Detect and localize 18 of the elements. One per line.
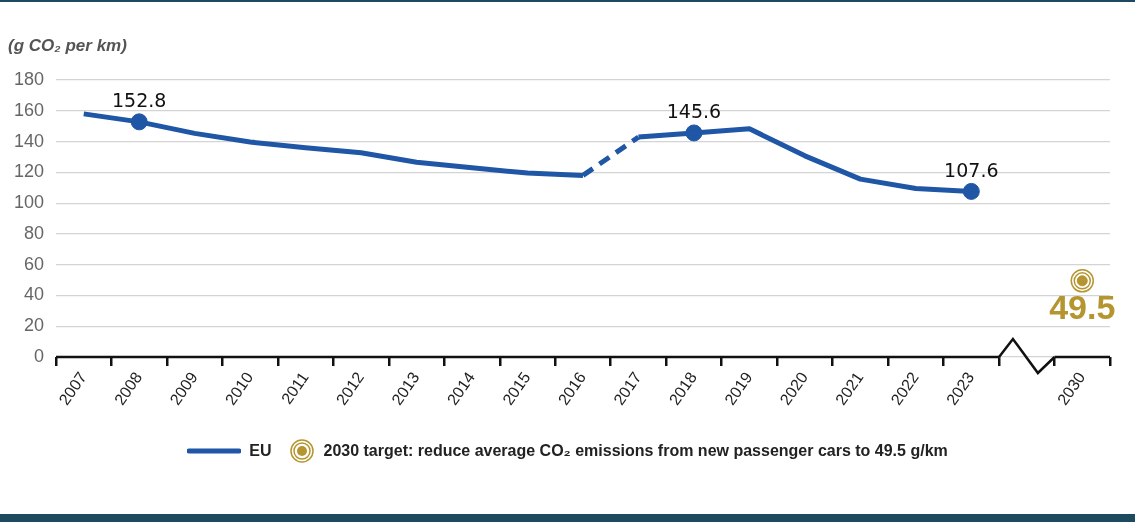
point — [1070, 269, 1095, 293]
y-tick-label: 120 — [13, 161, 44, 182]
y-tick-label: 40 — [23, 284, 44, 305]
data-label: 145.6 — [666, 100, 722, 123]
y-tick-label: 100 — [13, 192, 44, 213]
data-label: 152.8 — [112, 89, 167, 112]
y-tick-label: 0 — [33, 345, 44, 366]
y-axis-title: (g CO₂ per km) — [8, 36, 127, 56]
y-tick-label: 140 — [13, 130, 44, 151]
y-tick-label: 80 — [23, 222, 44, 243]
y-tick-label: 160 — [13, 99, 44, 120]
data-label: 107.6 — [944, 158, 999, 181]
data-label: 49.5 — [1049, 288, 1116, 327]
y-tick-label: 20 — [23, 315, 44, 336]
y-tick-label: 180 — [13, 68, 44, 89]
y-tick-label: 60 — [23, 253, 44, 274]
legend-label: 2030 target: reduce average CO₂ emissions from new passenger cars to 49.5 g/km — [323, 442, 948, 460]
legend-label: EU — [249, 442, 272, 460]
